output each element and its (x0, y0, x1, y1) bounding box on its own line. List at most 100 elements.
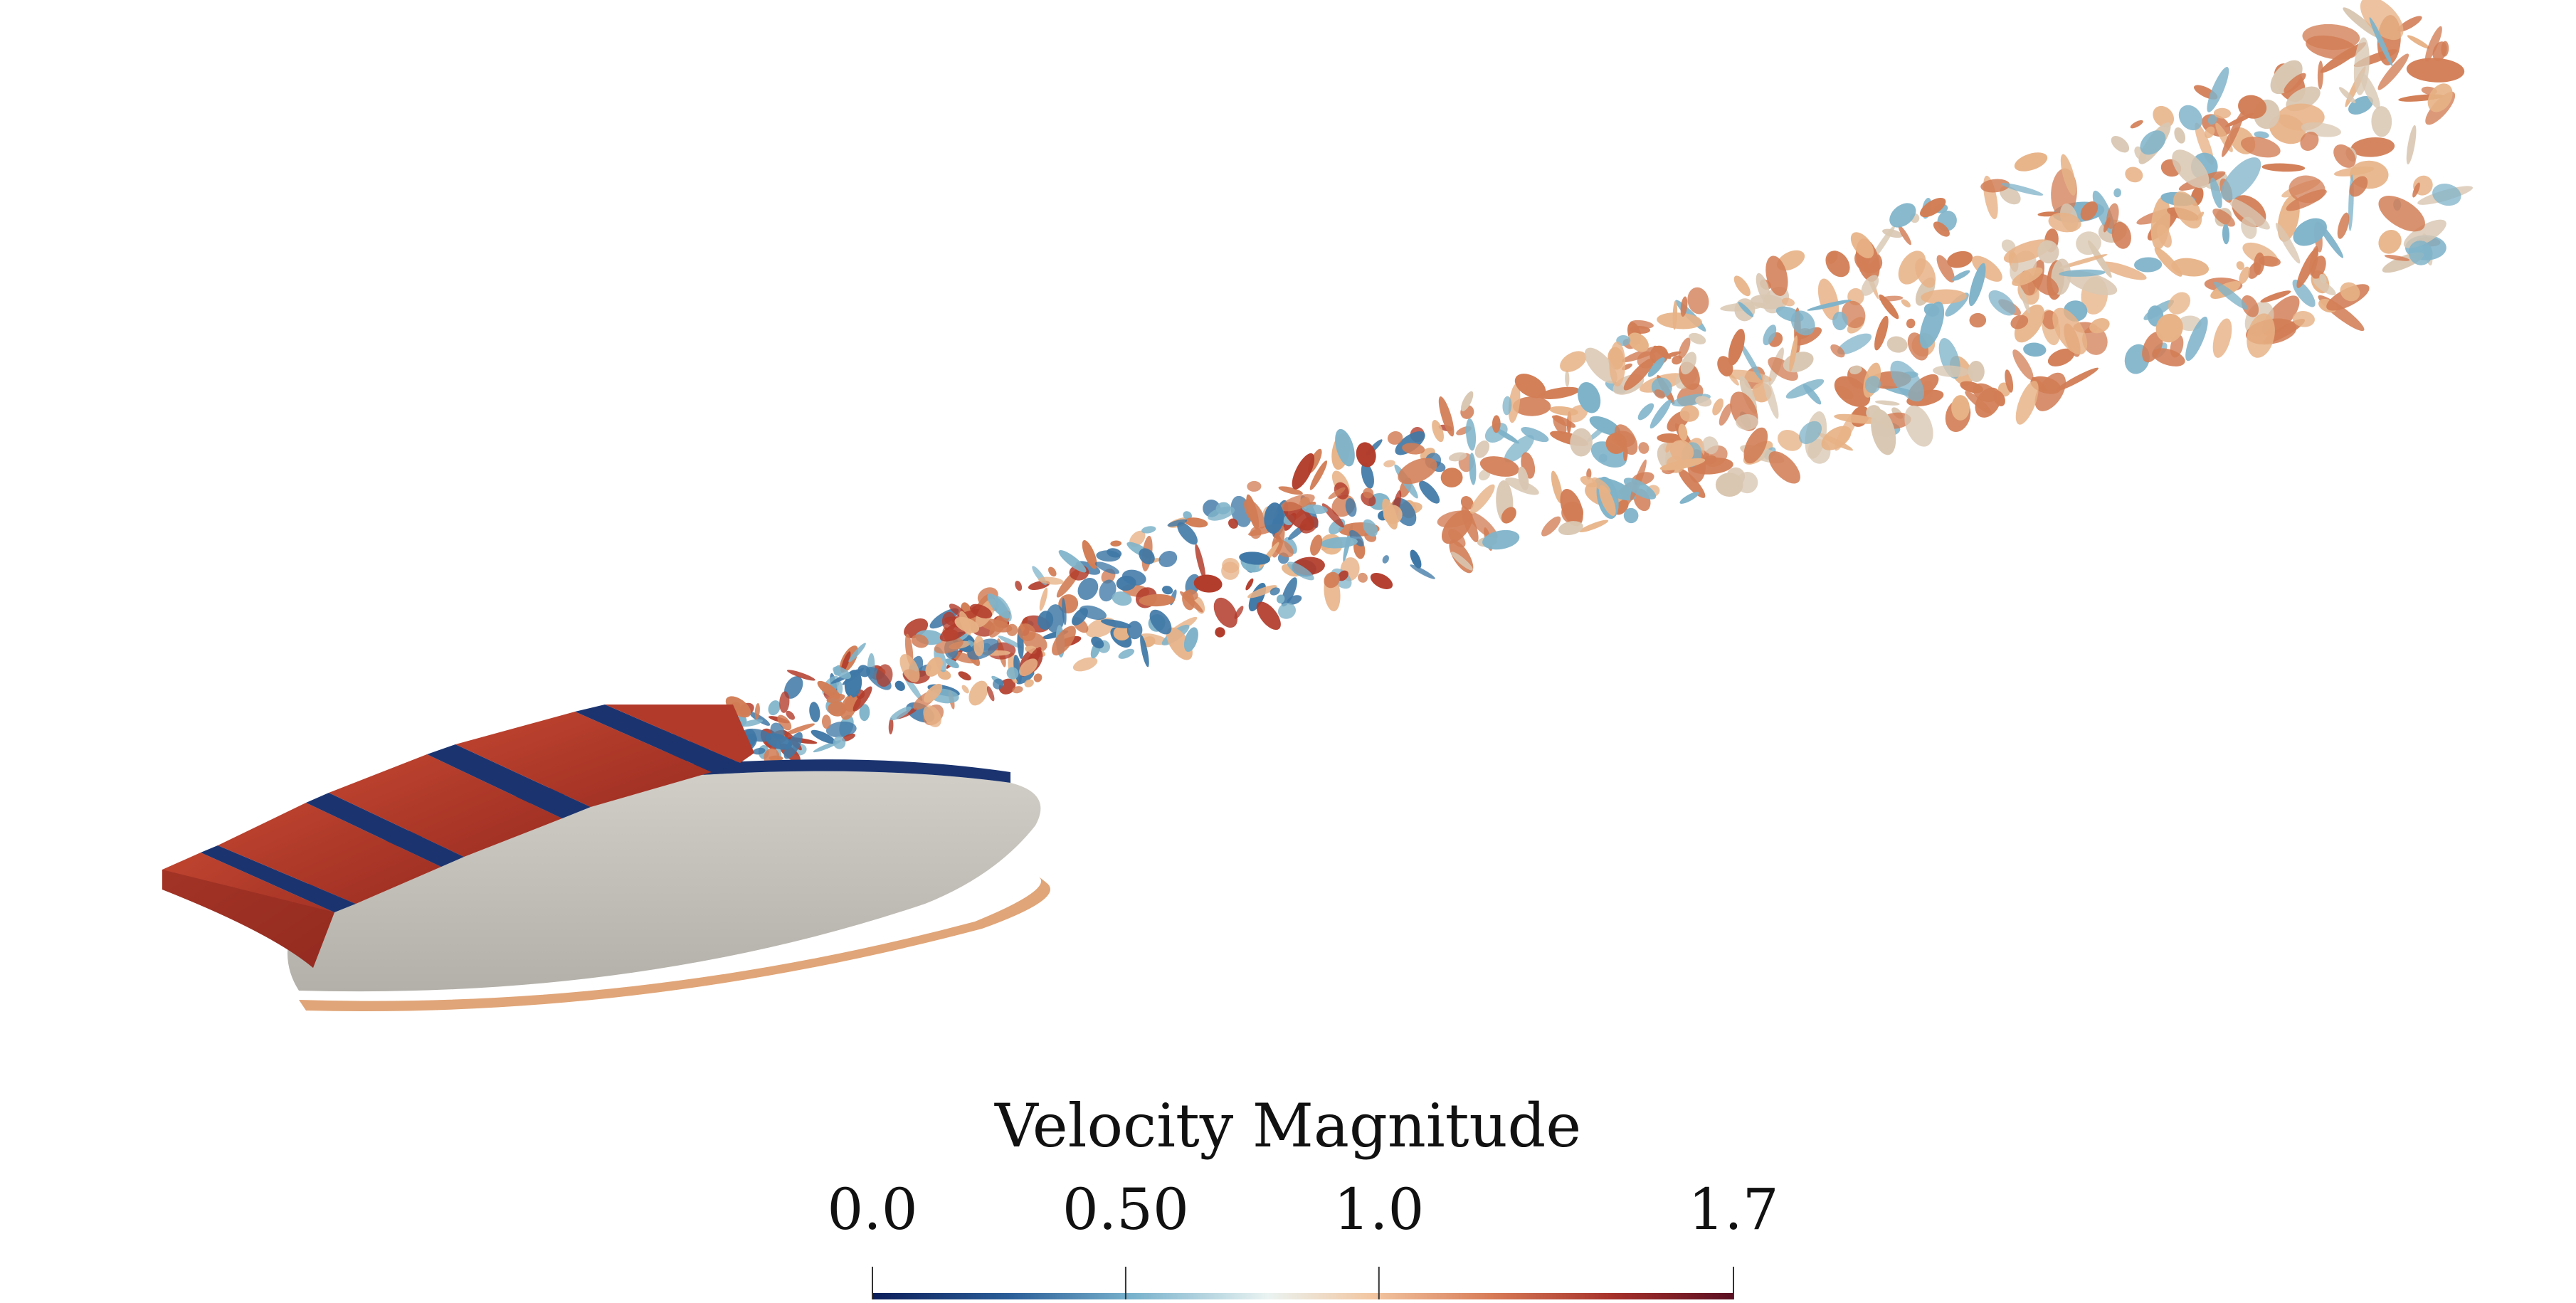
vortex-structure (1017, 623, 1036, 641)
vortex-structure (1768, 357, 1798, 381)
vortex-structure (1419, 480, 1440, 504)
vortex-structure (1479, 456, 1519, 477)
vortex-structure (1239, 552, 1271, 565)
vortex-structure (2152, 348, 2185, 366)
vortex-structure (2005, 369, 2014, 393)
vortex-structure (1768, 451, 1800, 484)
vortex-structure (2111, 136, 2130, 153)
vortex-structure (1561, 501, 1584, 524)
vortex-structure (2207, 115, 2217, 125)
vortex-structure (1349, 529, 1364, 547)
vortex-structure (1469, 453, 1477, 485)
vortex-structure (1623, 507, 1639, 524)
wing-top-panel-4 (455, 712, 712, 807)
vortex-structure (1565, 370, 1570, 387)
vortex-structure (2153, 105, 2175, 128)
vortex-structure (1837, 333, 1872, 355)
vortex-structure (1614, 424, 1638, 455)
vortex-structure (1623, 358, 1654, 391)
vortex-structure (1609, 341, 1626, 386)
vortex-structure (1864, 376, 1881, 394)
vortex-structure (768, 700, 781, 716)
vortex-structure (826, 693, 845, 703)
vortex-structure (993, 678, 1004, 690)
vortex-structure (2260, 290, 2291, 303)
vortex-structure (1850, 232, 1874, 258)
vortex-structure (2172, 149, 2210, 189)
vortex-structure (1448, 452, 1467, 462)
vortex-structure (1969, 312, 1987, 328)
vortex-structure (2296, 248, 2318, 288)
wing-gap-3 (427, 744, 591, 818)
vortex-structure (2212, 209, 2235, 227)
vortex-structure (2174, 127, 2185, 144)
vortex-structure (1091, 636, 1104, 649)
vortex-structure (2032, 376, 2047, 391)
vortex-structure (1512, 396, 1551, 416)
vortex-structure (809, 702, 820, 722)
vortex-structure (825, 721, 857, 738)
vortex-structure (1951, 395, 1970, 421)
vortex-structure (2015, 381, 2039, 425)
vortex-structure (1689, 332, 1706, 344)
vortex-structure (2037, 240, 2059, 264)
vortex-structure (2412, 182, 2420, 198)
vortex-structure (2337, 212, 2350, 239)
vortex-structure (911, 634, 929, 648)
vortex-structure (2012, 267, 2043, 286)
vortex-structure (1947, 250, 1973, 268)
vortex-structure (1256, 601, 1281, 631)
vortex-structure (1669, 440, 1694, 463)
vortex-structure (2407, 35, 2430, 49)
vortex-structure (1324, 571, 1340, 589)
vortex-structure (1999, 186, 2021, 205)
vortex-structure (754, 703, 760, 719)
vortex-structure (849, 695, 855, 707)
vortex-structure (1382, 498, 1398, 530)
vortex-structure (1879, 295, 1904, 302)
vortex-structure (1657, 312, 1702, 329)
vortex-structure (2317, 60, 2323, 90)
vortex-structure (1048, 566, 1057, 577)
vortex-structure (1579, 519, 1609, 533)
vortex-structure (1038, 611, 1054, 630)
vortex-structure (1654, 389, 1665, 399)
vortex-structure (2060, 154, 2076, 196)
vortex-structure (1139, 633, 1169, 645)
vortex-structure (1094, 561, 1120, 574)
vortex-structure (2360, 0, 2404, 41)
vortex-structure (1577, 381, 1601, 413)
vortex-structure (1482, 529, 1520, 550)
vortex-structure (1264, 502, 1284, 534)
vortex-structure (1162, 586, 1173, 595)
vortex-structure (1182, 591, 1195, 611)
vortex-structure (1874, 315, 1889, 351)
vortex-structure (1107, 548, 1122, 558)
vortex-structure (784, 676, 803, 699)
vortex-structure (1245, 578, 1254, 591)
vortex-structure (2012, 349, 2034, 380)
wing-front-edge (162, 870, 334, 968)
vortex-structure (1919, 301, 1945, 349)
vortex-structure (2292, 311, 2315, 327)
vortex-structure (1874, 400, 1900, 406)
vortex-structure (1126, 621, 1143, 640)
vortex-structure (1072, 608, 1088, 626)
vortex-structure (2134, 257, 2163, 273)
vortex-structure (1024, 679, 1034, 687)
vortex-structure (1310, 534, 1323, 556)
vortex-structure (2253, 252, 2265, 275)
vortex-structure (1678, 468, 1706, 498)
vortex-structure (1099, 579, 1117, 602)
vortex-structure (1849, 365, 1862, 374)
vortex-structure (1901, 299, 1911, 307)
vortex-structure (1921, 289, 1967, 305)
vortex-structure (1890, 360, 1924, 402)
vortex-structure (1410, 564, 1435, 579)
vortex-structure (1195, 544, 1206, 579)
vortex-structure (2034, 372, 2066, 411)
vortex-structure (2076, 231, 2101, 255)
wing-gap-4 (575, 705, 740, 772)
vortex-structure (2214, 281, 2249, 310)
